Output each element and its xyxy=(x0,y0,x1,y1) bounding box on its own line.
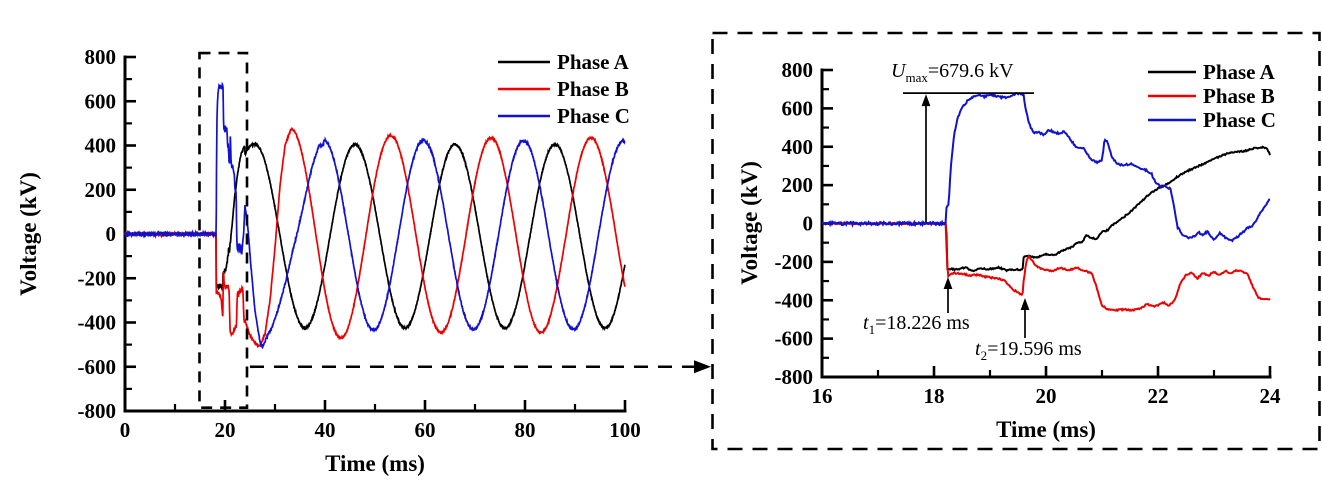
right-series-phase-a xyxy=(821,145,1271,273)
left-series-phase-b xyxy=(124,126,626,349)
left-yaxis-title: Voltage (kV) xyxy=(16,172,41,296)
right-chart-xtick-label: 24 xyxy=(1260,384,1282,408)
right-chart-ytick-label: -400 xyxy=(775,288,814,312)
left-legend: Phase A Phase B Phase C xyxy=(498,50,630,128)
right-chart-ytick-label: 400 xyxy=(782,135,814,159)
right-chart-xtick-label: 20 xyxy=(1036,384,1057,408)
right-chart-ytick-label: 600 xyxy=(782,96,814,120)
right-chart-xtick-label: 22 xyxy=(1148,384,1169,408)
left-chart-ytick-label: 200 xyxy=(85,178,117,202)
zoom-connector-arrowhead xyxy=(694,360,711,374)
left-legend-phase-c-label: Phase C xyxy=(557,104,630,128)
umax-label: Umax=679.6 kV xyxy=(891,60,1014,85)
right-xaxis-title: Time (ms) xyxy=(996,417,1096,442)
umax-arrowhead xyxy=(921,94,931,107)
right-chart-ytick-label: -600 xyxy=(775,327,814,351)
right-legend-phase-c-label: Phase C xyxy=(1203,108,1276,132)
left-chart-ytick-label: 600 xyxy=(85,89,117,113)
right-legend-phase-a-label: Phase A xyxy=(1203,60,1276,84)
right-chart-series xyxy=(821,91,1271,313)
zoom-panel-dashed-border xyxy=(711,31,1321,451)
left-series-phase-c xyxy=(124,81,626,350)
right-yaxis-title: Voltage (kV) xyxy=(737,161,762,285)
right-chart-ytick-label: 200 xyxy=(782,173,814,197)
t1-arrowhead xyxy=(943,277,953,289)
left-chart-xtick-label: 100 xyxy=(609,418,641,442)
left-xaxis-title: Time (ms) xyxy=(325,451,425,476)
right-legend: Phase A Phase B Phase C xyxy=(1148,60,1276,132)
right-chart-ytick-label: 800 xyxy=(782,58,814,82)
zoom-region-dashed-box xyxy=(198,51,249,409)
right-chart-xtick-label: 18 xyxy=(924,384,945,408)
right-series-phase-c xyxy=(821,91,1271,243)
left-chart-xtick-label: 80 xyxy=(515,418,536,442)
right-chart-ytick-label: 0 xyxy=(803,212,814,236)
left-chart-ytick-label: -600 xyxy=(78,355,117,379)
t2-arrowhead xyxy=(1020,298,1030,310)
t2-label: t2=19.596 ms xyxy=(975,338,1082,363)
left-chart-ytick-label: 800 xyxy=(85,45,117,69)
left-legend-phase-a-label: Phase A xyxy=(557,50,630,74)
left-chart-xtick-label: 60 xyxy=(415,418,436,442)
left-chart-series xyxy=(124,81,626,350)
left-chart-ytick-label: 0 xyxy=(106,222,117,246)
left-chart-xtick-label: 40 xyxy=(315,418,336,442)
left-chart-ytick-label: -200 xyxy=(78,266,117,290)
right-chart-xtick-label: 16 xyxy=(812,384,833,408)
left-chart-ytick-label: -400 xyxy=(78,311,117,335)
left-chart-xtick-label: 20 xyxy=(215,418,236,442)
left-chart-ytick-label: -800 xyxy=(78,399,117,423)
left-chart-ytick-label: 400 xyxy=(85,134,117,158)
right-chart-ytick-label: -800 xyxy=(775,365,814,389)
right-chart-ytick-label: -200 xyxy=(775,250,814,274)
left-chart-xtick-label: 0 xyxy=(120,418,131,442)
t1-label: t1=18.226 ms xyxy=(863,312,970,337)
right-legend-phase-b-label: Phase B xyxy=(1203,84,1275,108)
left-legend-phase-b-label: Phase B xyxy=(557,77,629,101)
